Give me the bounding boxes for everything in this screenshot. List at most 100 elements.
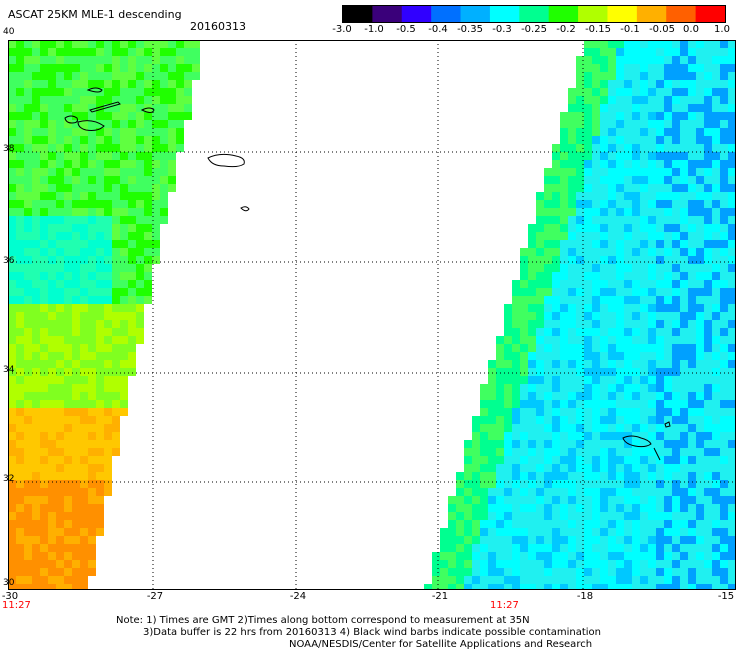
swath-cell — [24, 192, 32, 200]
swath-cell — [568, 576, 576, 584]
swath-cell — [104, 288, 112, 296]
colorbar-label: -0.35 — [457, 24, 483, 35]
swath-cell — [8, 192, 16, 200]
swath-cell — [56, 544, 64, 552]
swath-cell — [656, 112, 664, 120]
swath-cell — [120, 128, 128, 136]
swath-cell — [696, 512, 704, 520]
swath-cell — [648, 88, 656, 96]
swath-cell — [168, 40, 176, 48]
swath-cell — [712, 416, 720, 424]
swath-cell — [584, 200, 592, 208]
swath-cell — [536, 232, 544, 240]
swath-cell — [624, 232, 632, 240]
swath-cell — [48, 512, 56, 520]
swath-cell — [160, 112, 168, 120]
swath-cell — [88, 376, 96, 384]
swath-cell — [720, 440, 728, 448]
swath-cell — [704, 312, 712, 320]
swath-cell — [624, 56, 632, 64]
swath-cell — [504, 568, 512, 576]
swath-cell — [720, 256, 728, 264]
swath-cell — [96, 432, 104, 440]
swath-cell — [472, 504, 480, 512]
swath-cell — [96, 384, 104, 392]
swath-cell — [8, 384, 16, 392]
swath-cell — [32, 416, 40, 424]
swath-cell — [616, 240, 624, 248]
swath-cell — [56, 272, 64, 280]
swath-cell — [32, 576, 40, 584]
swath-cell — [608, 520, 616, 528]
swath-cell — [616, 376, 624, 384]
swath-cell — [40, 384, 48, 392]
swath-cell — [640, 424, 648, 432]
swath-cell — [192, 48, 200, 56]
swath-cell — [632, 296, 640, 304]
swath-cell — [704, 104, 712, 112]
swath-cell — [112, 112, 120, 120]
swath-cell — [648, 104, 656, 112]
swath-cell — [560, 488, 568, 496]
swath-cell — [576, 120, 584, 128]
swath-cell — [8, 432, 16, 440]
swath-cell — [696, 432, 704, 440]
swath-cell — [40, 576, 48, 584]
swath-cell — [120, 64, 128, 72]
swath-cell — [104, 136, 112, 144]
swath-cell — [680, 488, 688, 496]
swath-cell — [456, 528, 464, 536]
swath-cell — [544, 224, 552, 232]
swath-cell — [608, 336, 616, 344]
swath-cell — [664, 512, 672, 520]
swath-cell — [704, 168, 712, 176]
lon-label: -24 — [289, 591, 307, 602]
swath-cell — [720, 472, 728, 480]
swath-cell — [608, 376, 616, 384]
swath-cell — [528, 248, 536, 256]
swath-cell — [576, 264, 584, 272]
colorbar-swatch — [519, 6, 550, 22]
swath-cell — [600, 432, 608, 440]
swath-cell — [16, 184, 24, 192]
swath-cell — [592, 88, 600, 96]
swath-cell — [152, 40, 160, 48]
swath-cell — [712, 480, 720, 488]
swath-cell — [464, 480, 472, 488]
swath-cell — [8, 304, 16, 312]
swath-cell — [584, 528, 592, 536]
swath-cell — [560, 344, 568, 352]
swath-cell — [544, 520, 552, 528]
swath-cell — [600, 504, 608, 512]
swath-cell — [672, 344, 680, 352]
swath-cell — [624, 144, 632, 152]
swath-cell — [24, 552, 32, 560]
swath-cell — [688, 440, 696, 448]
swath-cell — [608, 48, 616, 56]
swath-cell — [568, 184, 576, 192]
swath-cell — [552, 216, 560, 224]
swath-cell — [560, 384, 568, 392]
swath-cell — [624, 80, 632, 88]
swath-cell — [616, 56, 624, 64]
swath-cell — [656, 144, 664, 152]
swath-cell — [720, 400, 728, 408]
swath-cell — [568, 440, 576, 448]
swath-cell — [656, 88, 664, 96]
swath-cell — [176, 48, 184, 56]
swath-cell — [568, 264, 576, 272]
swath-cell — [488, 544, 496, 552]
swath-cell — [608, 96, 616, 104]
swath-cell — [688, 264, 696, 272]
swath-cell — [8, 400, 16, 408]
swath-cell — [512, 456, 520, 464]
swath-cell — [600, 104, 608, 112]
swath-cell — [624, 384, 632, 392]
swath-cell — [664, 264, 672, 272]
swath-cell — [664, 360, 672, 368]
swath-cell — [624, 424, 632, 432]
swath-cell — [632, 568, 640, 576]
swath-cell — [136, 320, 144, 328]
swath-cell — [80, 528, 88, 536]
swath-cell — [696, 288, 704, 296]
